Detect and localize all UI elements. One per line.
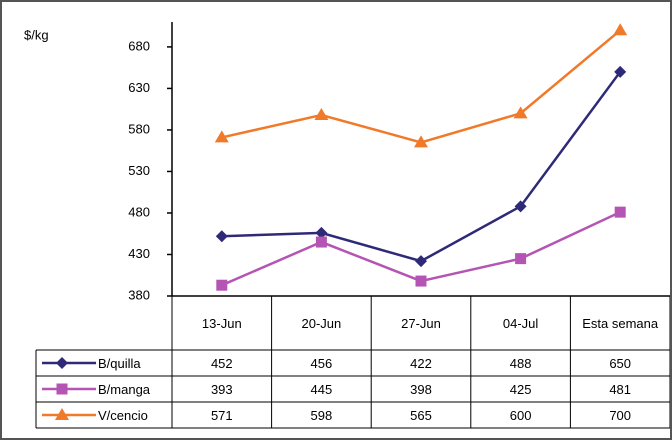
table-value: 398 bbox=[410, 381, 432, 397]
data-point bbox=[414, 135, 428, 148]
data-point bbox=[315, 236, 327, 248]
table-value: 598 bbox=[310, 407, 333, 423]
y-axis-unit: $/kg bbox=[24, 27, 49, 42]
table-value: 452 bbox=[210, 355, 233, 371]
table-value: 650 bbox=[609, 355, 632, 371]
table-value: 393 bbox=[210, 381, 233, 397]
y-tick-label: 680 bbox=[128, 38, 150, 53]
y-tick-label: 580 bbox=[128, 121, 150, 136]
y-tick-label: 430 bbox=[128, 246, 150, 261]
table-value: 425 bbox=[509, 381, 532, 397]
x-tick-label: 04-Jul bbox=[502, 315, 539, 331]
data-point bbox=[215, 230, 228, 243]
data-point bbox=[415, 255, 427, 268]
legend-label: V/cencio bbox=[98, 407, 148, 423]
legend-label: B/quilla bbox=[98, 355, 141, 371]
x-tick-label: 27-Jun bbox=[401, 315, 441, 331]
legend-marker bbox=[55, 408, 69, 420]
y-tick-label: 630 bbox=[128, 80, 150, 95]
table-value: 456 bbox=[310, 355, 333, 371]
x-tick-label: Esta semana bbox=[582, 315, 659, 331]
y-tick-label: 380 bbox=[128, 287, 150, 302]
y-tick-label: 480 bbox=[128, 204, 150, 219]
data-point bbox=[513, 106, 528, 119]
data-point bbox=[214, 130, 229, 143]
series-line bbox=[221, 71, 622, 263]
table-value: 422 bbox=[410, 355, 432, 371]
data-point bbox=[613, 23, 628, 36]
table-value: 565 bbox=[410, 407, 432, 423]
data-point bbox=[415, 275, 427, 287]
x-tick-label: 13-Jun bbox=[201, 315, 242, 331]
table-value: 571 bbox=[210, 407, 233, 423]
series-line bbox=[221, 29, 622, 144]
table-value: 488 bbox=[509, 355, 532, 371]
legend-label: B/manga bbox=[98, 381, 151, 397]
x-tick-label: 20-Jun bbox=[301, 315, 342, 331]
data-point bbox=[614, 65, 627, 78]
table-value: 700 bbox=[609, 407, 632, 423]
data-point bbox=[614, 206, 626, 218]
data-point bbox=[314, 107, 329, 120]
y-tick-label: 530 bbox=[128, 163, 150, 178]
series-line bbox=[221, 211, 621, 287]
table-value: 600 bbox=[509, 407, 532, 423]
data-point bbox=[515, 253, 527, 265]
legend-marker bbox=[56, 383, 68, 395]
table-value: 445 bbox=[310, 381, 333, 397]
data-point bbox=[216, 279, 228, 291]
data-point bbox=[315, 226, 328, 239]
table-value: 481 bbox=[609, 381, 632, 397]
legend-marker bbox=[56, 357, 68, 369]
data-point bbox=[514, 200, 527, 213]
